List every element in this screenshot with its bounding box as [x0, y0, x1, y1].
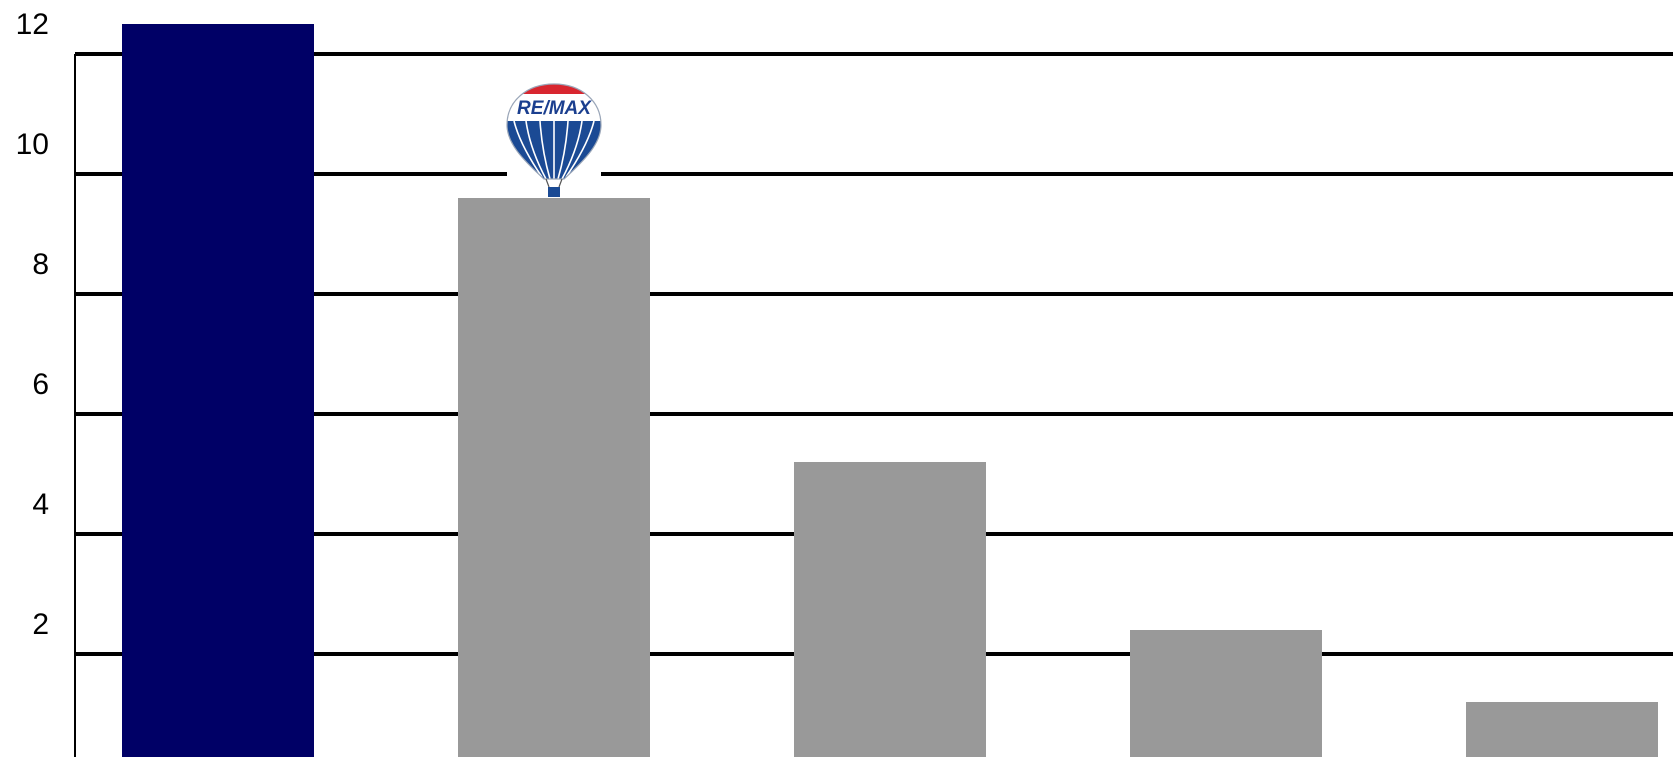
bar-4 — [1130, 630, 1322, 757]
y-tick-label-4: 4 — [32, 488, 49, 521]
y-tick-label-6: 6 — [32, 368, 49, 401]
y-axis-ticks: 2 4 6 8 10 12 — [16, 8, 49, 641]
bars — [122, 24, 1658, 757]
bar-3 — [794, 462, 986, 757]
bar-5 — [1466, 702, 1658, 757]
y-tick-label-10: 10 — [16, 128, 49, 161]
gridlines — [75, 52, 1673, 656]
y-tick-label-2: 2 — [32, 608, 49, 641]
remax-balloon-icon: RE/MAX — [506, 79, 602, 197]
y-tick-label-8: 8 — [32, 248, 49, 281]
logo-text: RE/MAX — [517, 98, 592, 119]
bar-1 — [122, 24, 314, 757]
y-tick-label-12: 12 — [16, 8, 49, 41]
bar-2 — [458, 198, 650, 757]
